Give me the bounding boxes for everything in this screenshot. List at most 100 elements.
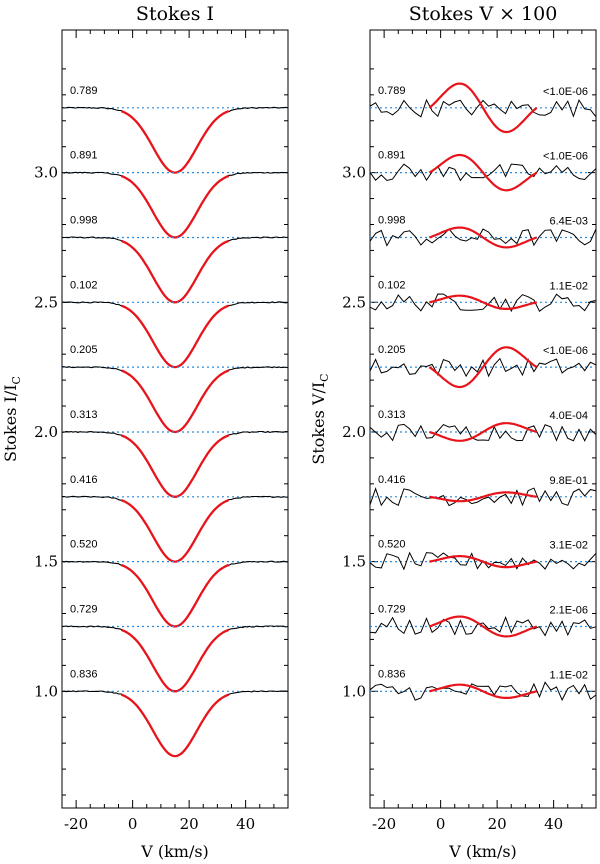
stokes-i-phase-label: 0.891 [70,150,98,162]
stokes-v-fap-label: <1.0E-06 [543,151,588,163]
stokes-i-phase-label: 0.520 [70,539,98,551]
stokes-v-xtick-label: 20 [488,815,507,833]
stokes-i-profile-0.836: 0.836 [61,668,289,758]
stokes-v-profile-0.416: 9.8E-01 0.416 [369,474,597,507]
stokes-v-title: Stokes V × 100 [409,3,558,25]
stokes-v-ylabel: Stokes V/IC [309,373,331,464]
stokes-i-ytick-label: 1.5 [34,553,58,571]
stokes-v-model-line [428,346,538,389]
stokes-v-ytick-label: 1.0 [342,682,366,700]
stokes-i-model-line [120,628,230,693]
stokes-i-phase-label: 0.313 [70,409,98,421]
stokes-v-fap-label: <1.0E-06 [543,345,588,357]
stokes-v-ytick-label: 2.5 [342,293,366,311]
stokes-v-fap-label: 6.4E-03 [549,215,588,227]
stokes-i-ytick-label: 2.5 [34,293,58,311]
stokes-i-phase-label: 0.789 [70,85,98,97]
stokes-v-observed-line [369,163,597,182]
stokes-i-profile-0.520: 0.520 [61,539,289,628]
stokes-i-model-line [120,499,230,563]
stokes-i-ytick-label: 3.0 [34,164,58,182]
stokes-v-fap-label: <1.0E-06 [543,86,588,98]
stokes-v-observed-line [369,357,597,378]
stokes-v-phase-label: 0.789 [378,85,406,97]
stokes-v-profile-0.205: <1.0E-06 0.205 [369,344,597,389]
stokes-v-observed-line [369,681,597,702]
stokes-v-model-line [429,294,537,310]
stokes-v-observed-line [369,616,597,637]
stokes-i-observed-line [62,495,289,563]
stokes-v-phase-label: 0.205 [378,344,406,356]
stokes-i-model-line [120,239,230,304]
stokes-v-profile-0.836: 1.1E-02 0.836 [369,668,597,702]
stokes-v-profile-0.313: 4.0E-04 0.313 [369,409,597,442]
stokes-v-observed-line [369,98,597,118]
stokes-v-fap-label: 2.1E-06 [549,604,588,616]
stokes-v-xtick-label: 0 [436,815,446,833]
stokes-i-observed-line [61,690,289,757]
stokes-v-fap-label: 3.1E-02 [549,540,588,552]
stokes-i-phase-label: 0.729 [70,603,98,615]
stokes-i-phase-label: 0.836 [70,668,98,680]
stokes-i-model-line [120,434,230,498]
stokes-v-model-line [428,82,538,134]
stokes-v-observed-line [369,487,597,507]
stokes-i-model-line [120,110,230,174]
stokes-v-fap-label: 4.0E-04 [549,410,588,422]
stokes-i-phase-label: 0.205 [70,344,98,356]
stokes-v-panel: Stokes V × 100 -20 0 20 40 1.0 1.5 2.0 2.5 3.0 V (… [309,3,597,861]
stokes-i-profile-0.998: 0.998 [62,214,289,304]
stokes-i-observed-line [61,171,289,239]
stokes-v-model-line [429,683,537,700]
stokes-i-model-line [120,693,230,758]
stokes-v-observed-line [369,228,597,247]
stokes-i-profile-0.789: 0.789 [61,85,289,174]
stokes-v-profile-0.729: 2.1E-06 0.729 [369,603,597,638]
stokes-v-fap-label: 1.1E-02 [549,669,588,681]
stokes-i-xtick-label: -20 [64,815,88,833]
stokes-i-phase-label: 0.416 [70,474,98,486]
stokes-v-fap-label: 9.8E-01 [549,475,588,487]
stokes-v-model-line [428,615,538,638]
stokes-i-profile-0.313: 0.313 [61,409,289,498]
stokes-v-phase-label: 0.836 [378,668,406,680]
stokes-i-phase-label: 0.102 [70,279,98,291]
stokes-v-phase-label: 0.520 [378,539,406,551]
stokes-v-phase-label: 0.416 [378,474,406,486]
stokes-v-observed-line [369,293,597,313]
stokes-i-observed-line [61,430,289,497]
stokes-v-ytick-label: 3.0 [342,164,366,182]
stokes-v-profile-0.789: <1.0E-06 0.789 [369,82,597,134]
stokes-v-xtick-label: -20 [372,815,396,833]
stokes-v-phase-label: 0.313 [378,409,406,421]
stokes-i-xlabel: V (km/s) [140,842,209,861]
stokes-v-phase-label: 0.891 [378,150,406,162]
stokes-v-profile-0.520: 3.1E-02 0.520 [369,539,597,571]
stokes-v-phase-label: 0.102 [378,279,406,291]
stokes-i-model-line [120,563,230,628]
stokes-i-observed-line [61,106,289,174]
stokes-v-profile-0.891: <1.0E-06 0.891 [369,150,597,192]
stokes-i-panel: Stokes I -20 0 20 40 1.0 1.5 2.0 2.5 3.0 V (km/s) S… [1,3,289,861]
stokes-i-title: Stokes I [136,3,214,25]
stokes-v-phase-label: 0.729 [378,603,406,615]
stokes-i-profile-0.102: 0.102 [61,279,289,369]
stokes-v-ytick-label: 2.0 [342,423,366,441]
stokes-v-ytick-label: 1.5 [342,553,366,571]
stokes-i-ylabel: Stokes I/IC [1,376,23,462]
stokes-i-observed-line [62,236,289,304]
stokes-v-profile-0.998: 6.4E-03 0.998 [369,214,597,249]
stokes-i-xtick-label: 20 [180,815,199,833]
stokes-v-xtick-label: 40 [544,815,563,833]
stokes-i-observed-line [61,366,289,433]
stokes-i-observed-line [61,560,289,628]
stokes-i-observed-line [61,301,289,368]
stokes-i-xtick-label: 40 [236,815,255,833]
stokes-v-model-line [429,491,537,503]
stokes-i-ytick-label: 1.0 [34,682,58,700]
stokes-i-xtick-label: 0 [128,815,138,833]
stokes-i-profile-0.205: 0.205 [61,344,289,434]
stokes-i-model-line [120,174,230,239]
stokes-v-fap-label: 1.1E-02 [549,280,588,292]
